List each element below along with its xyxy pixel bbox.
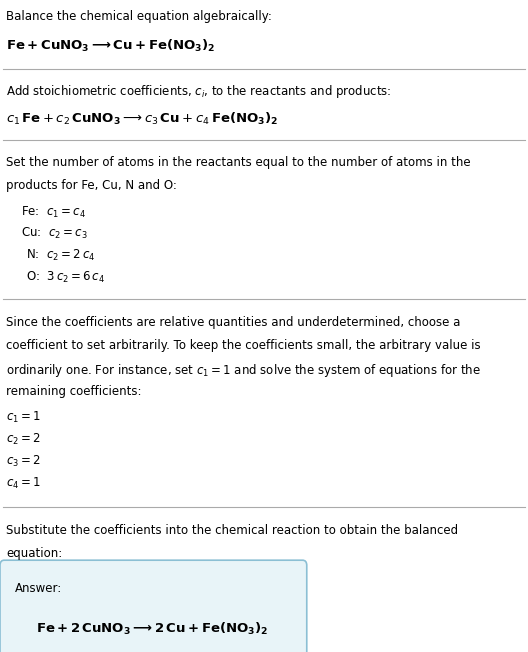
Text: Add stoichiometric coefficients, $c_i$, to the reactants and products:: Add stoichiometric coefficients, $c_i$, …	[6, 83, 392, 100]
Text: $c_2 = 2$: $c_2 = 2$	[6, 432, 41, 447]
Text: Cu:  $c_2 = c_3$: Cu: $c_2 = c_3$	[21, 226, 88, 241]
Text: $c_3 = 2$: $c_3 = 2$	[6, 454, 41, 469]
Text: ordinarily one. For instance, set $c_1 = 1$ and solve the system of equations fo: ordinarily one. For instance, set $c_1 =…	[6, 362, 481, 379]
Text: Since the coefficients are relative quantities and underdetermined, choose a: Since the coefficients are relative quan…	[6, 316, 461, 329]
Text: Substitute the coefficients into the chemical reaction to obtain the balanced: Substitute the coefficients into the che…	[6, 524, 458, 537]
Text: $\mathbf{Fe + 2\,CuNO_3 \longrightarrow 2\,Cu + Fe(NO_3)_2}$: $\mathbf{Fe + 2\,CuNO_3 \longrightarrow …	[36, 621, 268, 637]
Text: Set the number of atoms in the reactants equal to the number of atoms in the: Set the number of atoms in the reactants…	[6, 156, 471, 170]
Text: $c_4 = 1$: $c_4 = 1$	[6, 476, 41, 491]
FancyBboxPatch shape	[0, 560, 307, 652]
Text: $c_1 = 1$: $c_1 = 1$	[6, 410, 41, 425]
Text: products for Fe, Cu, N and O:: products for Fe, Cu, N and O:	[6, 179, 177, 192]
Text: Fe:  $c_1 = c_4$: Fe: $c_1 = c_4$	[21, 205, 86, 220]
Text: $c_1\,\mathbf{Fe} + c_2\,\mathbf{CuNO_3} \longrightarrow c_3\,\mathbf{Cu} + c_4\: $c_1\,\mathbf{Fe} + c_2\,\mathbf{CuNO_3}…	[6, 111, 279, 126]
Text: O:  $3\,c_2 = 6\,c_4$: O: $3\,c_2 = 6\,c_4$	[26, 270, 106, 286]
Text: equation:: equation:	[6, 546, 63, 559]
Text: remaining coefficients:: remaining coefficients:	[6, 385, 142, 398]
Text: Answer:: Answer:	[15, 582, 62, 595]
Text: Balance the chemical equation algebraically:: Balance the chemical equation algebraica…	[6, 10, 272, 23]
Text: coefficient to set arbitrarily. To keep the coefficients small, the arbitrary va: coefficient to set arbitrarily. To keep …	[6, 339, 481, 352]
Text: $\mathbf{Fe + CuNO_3 \longrightarrow Cu + Fe(NO_3)_2}$: $\mathbf{Fe + CuNO_3 \longrightarrow Cu …	[6, 38, 216, 53]
Text: N:  $c_2 = 2\,c_4$: N: $c_2 = 2\,c_4$	[26, 248, 96, 263]
